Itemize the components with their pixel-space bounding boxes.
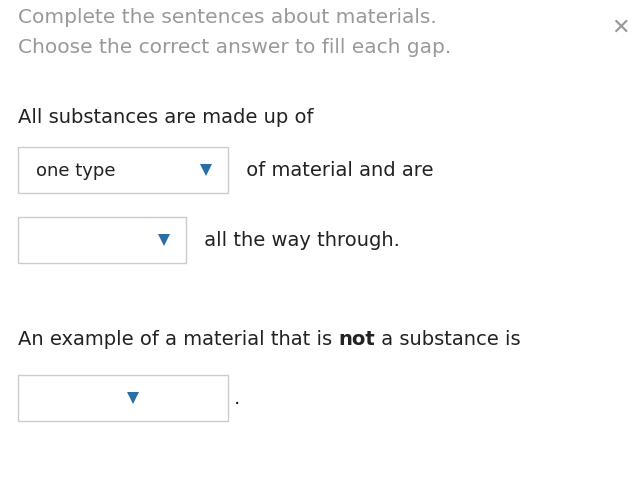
- FancyBboxPatch shape: [18, 375, 228, 421]
- Text: one type: one type: [36, 162, 115, 180]
- Text: All substances are made up of: All substances are made up of: [18, 108, 313, 127]
- Text: a substance is: a substance is: [375, 329, 521, 348]
- Text: ✕: ✕: [611, 18, 629, 38]
- Text: of material and are: of material and are: [240, 161, 433, 180]
- FancyBboxPatch shape: [18, 217, 186, 263]
- Text: not: not: [338, 329, 375, 348]
- Text: .: .: [234, 389, 241, 408]
- Text: all the way through.: all the way through.: [198, 231, 400, 250]
- Text: Choose the correct answer to fill each gap.: Choose the correct answer to fill each g…: [18, 38, 451, 57]
- Text: An example of a material that is: An example of a material that is: [18, 329, 338, 348]
- FancyBboxPatch shape: [18, 148, 228, 194]
- Text: Complete the sentences about materials.: Complete the sentences about materials.: [18, 8, 437, 27]
